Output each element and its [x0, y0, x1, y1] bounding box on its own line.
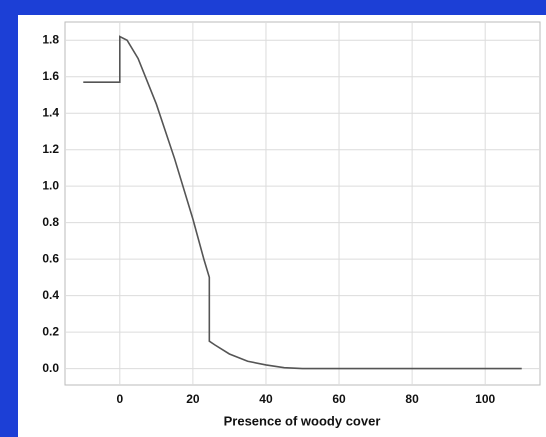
y-tick-label: 1.4	[42, 105, 59, 119]
y-tick-label: 0.8	[42, 215, 59, 229]
y-tick-label: 1.8	[42, 32, 59, 46]
y-tick-label: 1.6	[42, 69, 59, 83]
y-tick-label: 1.2	[42, 142, 59, 156]
x-tick-label: 40	[259, 392, 273, 406]
x-axis-label: Presence of woody cover	[224, 413, 381, 428]
y-tick-label: 0.2	[42, 324, 59, 338]
x-tick-label: 100	[475, 392, 495, 406]
y-tick-label: 0.0	[42, 361, 59, 375]
line	[83, 35, 522, 370]
x-tick-label: 80	[405, 392, 419, 406]
y-tick-label: 0.6	[42, 251, 59, 265]
plot-frame	[64, 21, 541, 386]
panel	[18, 15, 546, 437]
y-tick-label: 0.4	[42, 288, 59, 302]
x-tick-label: 60	[332, 392, 346, 406]
y-tick-label: 1.0	[42, 178, 59, 192]
x-tick-label: 0	[116, 392, 123, 406]
x-tick-label: 20	[186, 392, 200, 406]
